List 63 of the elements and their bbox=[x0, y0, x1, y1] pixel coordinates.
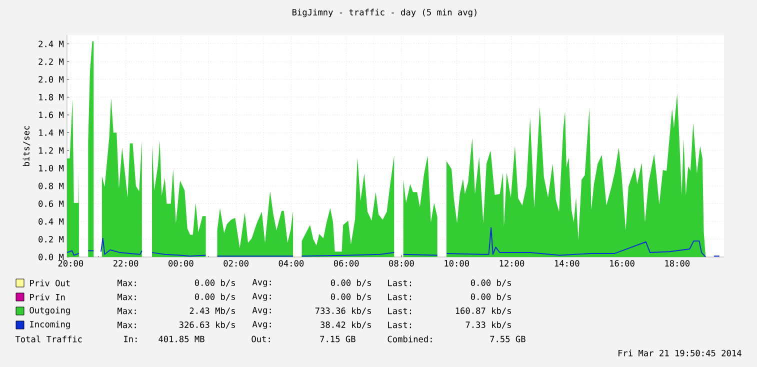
legend-label: Incoming bbox=[30, 320, 70, 330]
text: In: bbox=[124, 336, 137, 342]
text: 160.87 kb/s bbox=[456, 307, 511, 315]
legend-label: Priv In bbox=[30, 294, 65, 300]
text: 0.00 b/s bbox=[470, 293, 511, 301]
y-tick-label: 1.6 M bbox=[39, 112, 64, 118]
x-tick-label: 12:00 bbox=[500, 260, 524, 267]
text: Max: bbox=[118, 322, 136, 328]
text: 2.43 Mb/s bbox=[190, 307, 235, 315]
y-tick-label: 1.0 M bbox=[39, 164, 64, 172]
x-tick-label: 08:00 bbox=[389, 260, 414, 267]
text: 0.00 b/s bbox=[330, 293, 371, 301]
text: Fri Mar 21 19:50:45 2014 bbox=[618, 350, 742, 356]
text: 0.00 b/s bbox=[330, 279, 371, 287]
x-tick-label: 00:00 bbox=[168, 260, 194, 267]
x-tick-label: 18:00 bbox=[665, 260, 690, 267]
text: Last: bbox=[388, 322, 412, 328]
x-tick-label: 16:00 bbox=[610, 260, 634, 267]
y-tick-label: 0.2 M bbox=[38, 236, 64, 242]
text: Last: bbox=[388, 280, 412, 286]
y-tick-label: 1.8 M bbox=[39, 94, 64, 100]
text: Max: bbox=[118, 308, 136, 314]
y-tick-label: 2.4 M bbox=[38, 40, 64, 48]
text: 0.00 b/s bbox=[194, 279, 235, 287]
x-tick-label: 14:00 bbox=[554, 260, 580, 267]
text: 0.00 b/s bbox=[470, 279, 511, 287]
y-tick-label: 0.0 M bbox=[38, 254, 64, 260]
text: Total Traffic bbox=[15, 336, 82, 342]
y-tick-label: 2.2 M bbox=[38, 58, 64, 65]
x-tick-label: 22:00 bbox=[114, 260, 138, 267]
x-tick-label: 20:00 bbox=[58, 260, 84, 267]
text: 401.85 MB bbox=[158, 336, 204, 342]
text: Avg: bbox=[252, 320, 271, 330]
text: Last: bbox=[388, 294, 412, 300]
x-tick-label: 10:00 bbox=[444, 260, 469, 267]
text: Avg: bbox=[252, 306, 271, 316]
y-tick-label: 1.2 M bbox=[39, 147, 64, 154]
text: 38.42 kb/s bbox=[320, 321, 371, 329]
y-tick-label: 1.4 M bbox=[39, 130, 64, 136]
text: Last: bbox=[388, 308, 412, 314]
text: 7.55 GB bbox=[490, 336, 526, 342]
text: Avg: bbox=[252, 292, 271, 302]
x-tick-label: 06:00 bbox=[334, 260, 359, 267]
text: 7.33 kb/s bbox=[466, 321, 511, 329]
x-tick-label: 02:00 bbox=[224, 260, 248, 267]
legend-label: Outgoing bbox=[30, 306, 70, 316]
legend-label: Priv Out bbox=[30, 280, 70, 286]
text: 326.63 kb/s bbox=[179, 321, 235, 329]
text: Max: bbox=[118, 280, 136, 286]
text: 733.36 kb/s bbox=[315, 307, 371, 315]
text: Max: bbox=[118, 294, 136, 300]
y-axis-title: bits/sec bbox=[22, 126, 30, 166]
text: 0.00 b/s bbox=[194, 293, 235, 301]
chart-title: BigJimny - traffic - day (5 min avg) bbox=[292, 8, 476, 18]
text: Combined: bbox=[388, 336, 432, 342]
text: Out: bbox=[252, 336, 270, 342]
text: 7.15 GB bbox=[320, 336, 356, 342]
text: Avg: bbox=[252, 278, 271, 288]
x-tick-label: 04:00 bbox=[278, 260, 304, 267]
y-tick-label: 0.6 M bbox=[38, 200, 64, 207]
y-tick-label: 0.4 M bbox=[38, 218, 64, 225]
y-tick-label: 2.0 M bbox=[38, 76, 64, 83]
y-tick-label: 0.8 M bbox=[38, 182, 64, 190]
